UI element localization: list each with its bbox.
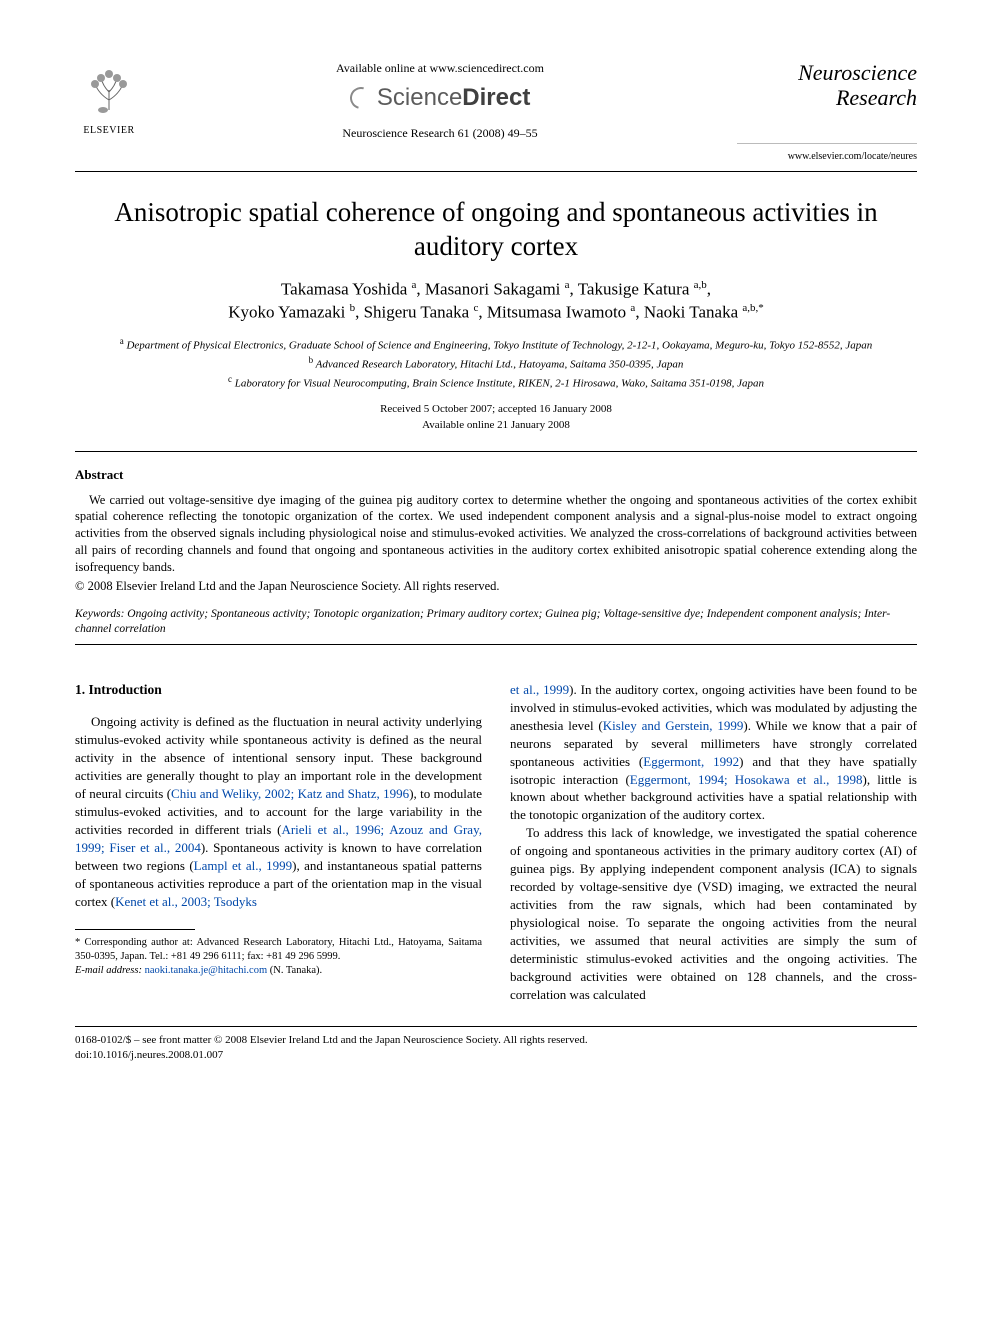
- abstract-heading: Abstract: [75, 466, 917, 484]
- affil-sup: a,b,: [742, 302, 758, 314]
- journal-name-a: Neuroscience: [798, 60, 917, 85]
- header-center: Available online at www.sciencedirect.co…: [143, 60, 737, 141]
- sd-swoosh-icon: [346, 83, 376, 113]
- affil-a: a Department of Physical Electronics, Gr…: [75, 335, 917, 354]
- keywords-text: Ongoing activity; Spontaneous activity; …: [75, 608, 890, 636]
- citation-link[interactable]: Chiu and Weliky, 2002; Katz and Shatz, 1…: [171, 786, 409, 801]
- email-label: E-mail address:: [75, 965, 142, 976]
- sep: , Mitsumasa Iwamoto: [478, 303, 630, 322]
- corresponding-footnote: * Corresponding author at: Advanced Rese…: [75, 936, 482, 979]
- author-1: Takamasa Yoshida: [281, 279, 412, 298]
- elsevier-tree-icon: [75, 60, 143, 124]
- corresponding-star: *: [758, 302, 764, 314]
- journal-reference: Neuroscience Research 61 (2008) 49–55: [163, 125, 717, 141]
- sd-text-b: Direct: [462, 84, 530, 111]
- journal-name: Neuroscience Research: [737, 60, 917, 144]
- dates-online: Available online 21 January 2008: [75, 418, 917, 433]
- rule-below-keywords: [75, 644, 917, 645]
- affil-b: b Advanced Research Laboratory, Hitachi …: [75, 354, 917, 373]
- available-online-line: Available online at www.sciencedirect.co…: [163, 60, 717, 76]
- section-1-heading: 1. Introduction: [75, 681, 482, 700]
- article-dates: Received 5 October 2007; accepted 16 Jan…: [75, 402, 917, 433]
- sep: , Takusige Katura: [570, 279, 694, 298]
- affiliations: a Department of Physical Electronics, Gr…: [75, 335, 917, 392]
- sciencedirect-logo: ScienceDirect: [163, 82, 717, 114]
- email-link[interactable]: naoki.tanaka.je@hitachi.com: [145, 965, 268, 976]
- intro-para-1: Ongoing activity is defined as the fluct…: [75, 713, 482, 910]
- abstract-body: We carried out voltage-sensitive dye ima…: [75, 492, 917, 576]
- journal-title-box: Neuroscience Research www.elsevier.com/l…: [737, 60, 917, 163]
- article-header: ELSEVIER Available online at www.science…: [75, 60, 917, 163]
- sep: , Masanori Sakagami: [416, 279, 564, 298]
- article-title: Anisotropic spatial coherence of ongoing…: [75, 196, 917, 264]
- keywords-label: Keywords:: [75, 608, 124, 620]
- footer-doi: doi:10.1016/j.neures.2008.01.007: [75, 1048, 917, 1063]
- citation-link[interactable]: Kisley and Gerstein, 1999: [603, 718, 744, 733]
- rule-footer: [75, 1026, 917, 1027]
- author-list: Takamasa Yoshida a, Masanori Sakagami a,…: [75, 278, 917, 325]
- journal-name-b: Research: [836, 85, 917, 110]
- author-4: Kyoko Yamazaki: [228, 303, 349, 322]
- sep: ,: [707, 279, 711, 298]
- footnote-email-line: E-mail address: naoki.tanaka.je@hitachi.…: [75, 964, 482, 978]
- copyright-line: © 2008 Elsevier Ireland Ltd and the Japa…: [75, 578, 917, 595]
- citation-link[interactable]: Kenet et al., 2003; Tsodyks: [115, 894, 257, 909]
- footer-copyright: 0168-0102/$ – see front matter © 2008 El…: [75, 1033, 917, 1048]
- sep: , Shigeru Tanaka: [355, 303, 473, 322]
- affil-b-text: Advanced Research Laboratory, Hitachi Lt…: [316, 359, 684, 371]
- keywords: Keywords: Ongoing activity; Spontaneous …: [75, 607, 917, 638]
- rule-above-abstract: [75, 451, 917, 452]
- elsevier-label: ELSEVIER: [75, 124, 143, 138]
- elsevier-logo: ELSEVIER: [75, 60, 143, 138]
- citation-link[interactable]: et al., 1999: [510, 682, 569, 697]
- affil-sup: a,b: [694, 279, 707, 291]
- column-right: et al., 1999). In the auditory cortex, o…: [510, 681, 917, 1004]
- abstract-text: We carried out voltage-sensitive dye ima…: [75, 492, 917, 576]
- sep: , Naoki Tanaka: [635, 303, 742, 322]
- affil-c: c Laboratory for Visual Neurocomputing, …: [75, 373, 917, 392]
- sd-text-a: Science: [377, 84, 462, 111]
- footnote-corr: * Corresponding author at: Advanced Rese…: [75, 936, 482, 964]
- dates-received: Received 5 October 2007; accepted 16 Jan…: [75, 402, 917, 417]
- citation-link[interactable]: Lampl et al., 1999: [194, 858, 292, 873]
- email-tail: (N. Tanaka).: [267, 965, 322, 976]
- affil-c-text: Laboratory for Visual Neurocomputing, Br…: [235, 378, 764, 390]
- rule-top: [75, 171, 917, 172]
- intro-para-2: To address this lack of knowledge, we in…: [510, 824, 917, 1003]
- intro-para-1-cont: et al., 1999). In the auditory cortex, o…: [510, 681, 917, 825]
- affil-a-text: Department of Physical Electronics, Grad…: [126, 339, 872, 351]
- citation-link[interactable]: Eggermont, 1992: [643, 754, 739, 769]
- journal-url: www.elsevier.com/locate/neures: [737, 150, 917, 164]
- column-left: 1. Introduction Ongoing activity is defi…: [75, 681, 482, 1004]
- body-columns: 1. Introduction Ongoing activity is defi…: [75, 681, 917, 1004]
- footnote-rule: [75, 929, 195, 930]
- citation-link[interactable]: Eggermont, 1994; Hosokawa et al., 1998: [630, 772, 863, 787]
